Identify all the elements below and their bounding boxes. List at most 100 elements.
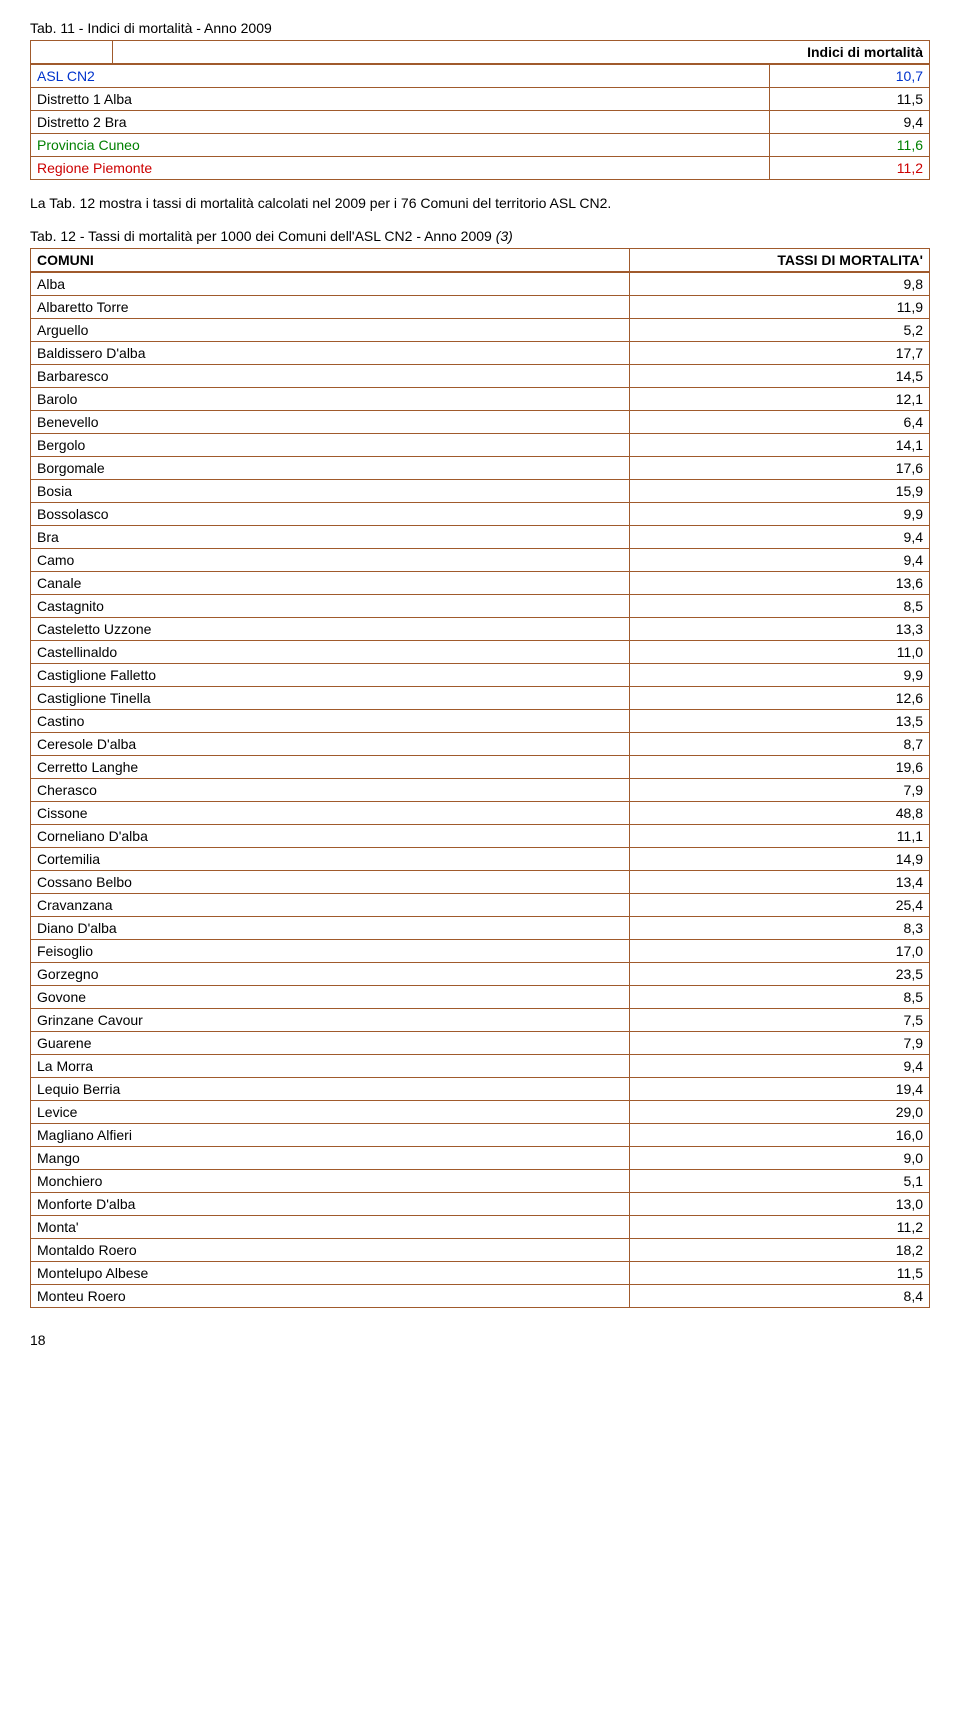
table12-row-value: 11,1 [630, 824, 930, 847]
table12-row-comune: Bosia [31, 479, 630, 502]
table12-row-value: 17,7 [630, 341, 930, 364]
table12-row-comune: Castellinaldo [31, 640, 630, 663]
table12-row-value: 9,4 [630, 525, 930, 548]
table12-row-value: 5,2 [630, 318, 930, 341]
table12-row-value: 25,4 [630, 893, 930, 916]
table12-row-value: 12,1 [630, 387, 930, 410]
table12-row-comune: Monchiero [31, 1169, 630, 1192]
table11-row-label: ASL CN2 [31, 65, 770, 88]
table12-row-comune: Monteu Roero [31, 1284, 630, 1307]
table12-row-comune: Cravanzana [31, 893, 630, 916]
table12-row-value: 8,3 [630, 916, 930, 939]
table12-row-value: 48,8 [630, 801, 930, 824]
table12-row-comune: Castagnito [31, 594, 630, 617]
table12-row-value: 7,5 [630, 1008, 930, 1031]
table12-row-comune: Castiglione Falletto [31, 663, 630, 686]
table12-row-comune: Ceresole D'alba [31, 732, 630, 755]
table12-row-value: 13,3 [630, 617, 930, 640]
table11-row-value: 11,2 [770, 157, 930, 180]
table12-row-comune: Bergolo [31, 433, 630, 456]
table12-row-value: 9,9 [630, 502, 930, 525]
table12-row-comune: Lequio Berria [31, 1077, 630, 1100]
table12-row-value: 9,9 [630, 663, 930, 686]
table12-row-comune: Monforte D'alba [31, 1192, 630, 1215]
table12-row-comune: Barbaresco [31, 364, 630, 387]
table11-row-value: 9,4 [770, 111, 930, 134]
table12-row-value: 7,9 [630, 778, 930, 801]
table11-empty-cell [31, 41, 113, 64]
table12-row-value: 13,4 [630, 870, 930, 893]
table12-row-comune: La Morra [31, 1054, 630, 1077]
table12-title: Tab. 12 - Tassi di mortalità per 1000 de… [30, 228, 930, 244]
table12-row-comune: Benevello [31, 410, 630, 433]
table12-row-value: 23,5 [630, 962, 930, 985]
table12-row-value: 13,5 [630, 709, 930, 732]
table12-row-value: 11,5 [630, 1261, 930, 1284]
table12-row-value: 19,4 [630, 1077, 930, 1100]
page-number: 18 [30, 1332, 930, 1348]
table12-row-value: 16,0 [630, 1123, 930, 1146]
table12-row-value: 9,4 [630, 1054, 930, 1077]
table12-row-comune: Montaldo Roero [31, 1238, 630, 1261]
table12-row-comune: Arguello [31, 318, 630, 341]
table11-row-label: Regione Piemonte [31, 157, 770, 180]
table12-row-comune: Baldissero D'alba [31, 341, 630, 364]
table12-row-comune: Alba [31, 272, 630, 295]
table11-header-right: Indici di mortalità [113, 41, 930, 64]
table12-row-value: 6,4 [630, 410, 930, 433]
table12-col-tassi: TASSI DI MORTALITA' [630, 248, 930, 271]
table12-row-value: 11,0 [630, 640, 930, 663]
table11-row-label: Distretto 2 Bra [31, 111, 770, 134]
paragraph-text: La Tab. 12 mostra i tassi di mortalità c… [30, 194, 930, 214]
table12-row-comune: Corneliano D'alba [31, 824, 630, 847]
table11-row-value: 11,5 [770, 88, 930, 111]
table12-row-value: 9,0 [630, 1146, 930, 1169]
table12-row-comune: Cerretto Langhe [31, 755, 630, 778]
table12-row-comune: Grinzane Cavour [31, 1008, 630, 1031]
table12-row-value: 19,6 [630, 755, 930, 778]
table12-row-value: 12,6 [630, 686, 930, 709]
table12-row-comune: Castiglione Tinella [31, 686, 630, 709]
table12-row-comune: Camo [31, 548, 630, 571]
table12-row-value: 13,6 [630, 571, 930, 594]
table12-row-comune: Guarene [31, 1031, 630, 1054]
table12-row-comune: Canale [31, 571, 630, 594]
table12-row-comune: Monta' [31, 1215, 630, 1238]
table12: COMUNI TASSI DI MORTALITA' [30, 248, 930, 272]
table12-row-value: 13,0 [630, 1192, 930, 1215]
table12-row-value: 7,9 [630, 1031, 930, 1054]
table12-row-value: 14,1 [630, 433, 930, 456]
table12-row-value: 5,1 [630, 1169, 930, 1192]
table12-row-comune: Magliano Alfieri [31, 1123, 630, 1146]
table11-row-value: 10,7 [770, 65, 930, 88]
table12-row-comune: Feisoglio [31, 939, 630, 962]
table12-row-value: 8,5 [630, 985, 930, 1008]
table12-body: Alba9,8Albaretto Torre11,9Arguello5,2Bal… [30, 272, 930, 1308]
table12-row-comune: Mango [31, 1146, 630, 1169]
table12-row-value: 8,7 [630, 732, 930, 755]
table12-row-value: 14,5 [630, 364, 930, 387]
table12-row-value: 9,8 [630, 272, 930, 295]
table11-row-value: 11,6 [770, 134, 930, 157]
table12-row-value: 14,9 [630, 847, 930, 870]
table12-row-value: 11,9 [630, 295, 930, 318]
table12-row-comune: Castino [31, 709, 630, 732]
table12-row-comune: Cortemilia [31, 847, 630, 870]
table12-row-comune: Cissone [31, 801, 630, 824]
table12-row-comune: Gorzegno [31, 962, 630, 985]
table12-row-comune: Montelupo Albese [31, 1261, 630, 1284]
table12-row-value: 29,0 [630, 1100, 930, 1123]
table12-row-comune: Cossano Belbo [31, 870, 630, 893]
table12-row-comune: Bossolasco [31, 502, 630, 525]
table11-body: ASL CN210,7Distretto 1 Alba11,5Distretto… [30, 64, 930, 180]
table11-row-label: Distretto 1 Alba [31, 88, 770, 111]
table12-row-value: 8,5 [630, 594, 930, 617]
table12-row-comune: Bra [31, 525, 630, 548]
table11-row-label: Provincia Cuneo [31, 134, 770, 157]
table12-row-comune: Albaretto Torre [31, 295, 630, 318]
table12-row-comune: Cherasco [31, 778, 630, 801]
table12-col-comuni: COMUNI [31, 248, 630, 271]
table12-row-comune: Diano D'alba [31, 916, 630, 939]
table12-row-comune: Casteletto Uzzone [31, 617, 630, 640]
table12-row-value: 17,0 [630, 939, 930, 962]
